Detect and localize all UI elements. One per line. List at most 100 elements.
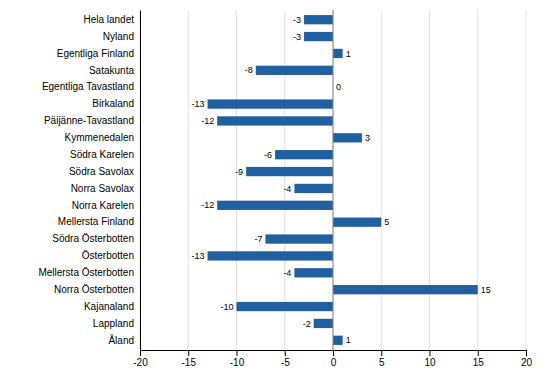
data-label: -2 bbox=[303, 319, 311, 329]
y-tick: Österbotten bbox=[82, 250, 140, 261]
y-tick: Södra Karelen bbox=[70, 149, 140, 160]
x-tick: 10 bbox=[424, 350, 436, 368]
data-label: -7 bbox=[254, 234, 262, 244]
x-tick-label: 20 bbox=[521, 357, 533, 368]
data-label: -13 bbox=[192, 251, 205, 261]
grid-line bbox=[477, 10, 478, 350]
y-tick-label: Nyland bbox=[103, 31, 134, 42]
x-tick-label: 5 bbox=[379, 357, 385, 368]
data-label: -8 bbox=[245, 65, 253, 75]
bar bbox=[304, 32, 333, 41]
x-tick-label: -15 bbox=[182, 357, 197, 368]
y-tick-label: Åland bbox=[108, 333, 134, 345]
y-tick: Egentliga Tavastland bbox=[42, 81, 140, 92]
data-label: -9 bbox=[235, 167, 243, 177]
y-tick: Norra Karelen bbox=[72, 200, 140, 211]
x-tick-label: 15 bbox=[473, 357, 485, 368]
x-tick-mark bbox=[285, 350, 286, 356]
y-tick-label: Hela landet bbox=[83, 14, 134, 25]
bar bbox=[333, 49, 343, 58]
zero-line bbox=[333, 10, 334, 350]
grid-line bbox=[333, 10, 334, 350]
x-tick: 15 bbox=[473, 350, 485, 368]
bar bbox=[333, 285, 478, 294]
data-label: 5 bbox=[384, 217, 389, 227]
y-tick-label: Satakunta bbox=[89, 65, 134, 76]
y-tick-label: Mellersta Finland bbox=[58, 216, 134, 227]
x-tick: 5 bbox=[379, 350, 385, 368]
y-tick-label: Kajanaland bbox=[84, 301, 134, 312]
y-tick-label: Lappland bbox=[93, 318, 134, 329]
y-tick: Nyland bbox=[103, 31, 140, 42]
data-label: -12 bbox=[201, 200, 214, 210]
data-labels: -3-31-80-13-123-6-9-4-125-7-13-415-10-21 bbox=[192, 15, 491, 346]
y-tick: Norra Österbotten bbox=[54, 284, 140, 295]
bar bbox=[237, 302, 334, 311]
x-tick-label: -20 bbox=[133, 357, 148, 368]
grid-line bbox=[429, 10, 430, 350]
x-tick-mark bbox=[381, 350, 382, 356]
y-tick: Mellersta Österbotten bbox=[38, 267, 140, 278]
plot: -20-15-10-505101520Hela landetNylandEgen… bbox=[38, 10, 532, 368]
data-label: 15 bbox=[481, 285, 491, 295]
data-label: -6 bbox=[264, 150, 272, 160]
y-tick: Päijänne-Tavastland bbox=[44, 115, 140, 126]
y-tick-label: Egentliga Finland bbox=[57, 48, 134, 59]
data-label: -3 bbox=[293, 15, 301, 25]
y-axis-line bbox=[140, 11, 141, 351]
y-tick: Mellersta Finland bbox=[58, 216, 140, 227]
y-tick: Norra Savolax bbox=[71, 183, 140, 194]
y-tick: Södra Österbotten bbox=[52, 233, 140, 244]
x-tick-label: 10 bbox=[424, 357, 436, 368]
grid bbox=[140, 10, 526, 350]
y-tick-label: Päijänne-Tavastland bbox=[44, 115, 134, 126]
data-label: -10 bbox=[220, 302, 233, 312]
y-tick: Birkaland bbox=[92, 98, 140, 109]
y-tick-label: Österbotten bbox=[82, 250, 134, 261]
x-axis: -20 -15 -10 -5 0 5 10 15 20 bbox=[133, 350, 532, 368]
x-axis-line bbox=[141, 351, 527, 357]
grid-line bbox=[526, 10, 527, 350]
x-tick-mark bbox=[140, 350, 141, 356]
bar bbox=[294, 184, 333, 193]
bar bbox=[294, 268, 333, 277]
bar bbox=[208, 251, 333, 260]
data-label: 1 bbox=[346, 49, 351, 59]
chart: -20-15-10-505101520Hela landetNylandEgen… bbox=[0, 0, 546, 376]
y-tick-label: Södra Österbotten bbox=[52, 233, 134, 244]
y-tick-label: Södra Savolax bbox=[69, 166, 134, 177]
bar bbox=[333, 336, 343, 345]
grid-line bbox=[381, 10, 382, 350]
y-tick-label: Egentliga Tavastland bbox=[42, 81, 134, 92]
x-tick-mark bbox=[478, 350, 479, 356]
y-tick: Södra Savolax bbox=[69, 166, 140, 177]
data-label: -4 bbox=[283, 184, 291, 194]
bar bbox=[265, 234, 333, 243]
data-label: 1 bbox=[346, 335, 351, 345]
bar bbox=[333, 218, 381, 227]
x-tick: -20 bbox=[133, 350, 148, 368]
y-tick-label: Norra Savolax bbox=[71, 183, 134, 194]
bar bbox=[246, 167, 333, 176]
y-tick: Kymmenedalen bbox=[65, 132, 140, 143]
data-label: -4 bbox=[283, 268, 291, 278]
y-tick: Lappland bbox=[93, 318, 140, 329]
x-tick: 0 bbox=[331, 350, 337, 368]
y-tick-label: Kymmenedalen bbox=[65, 132, 134, 143]
y-tick-label: Mellersta Österbotten bbox=[38, 267, 134, 278]
grid-line bbox=[140, 10, 141, 350]
grid-line bbox=[284, 10, 285, 350]
y-tick: Kajanaland bbox=[84, 301, 140, 312]
x-tick: -15 bbox=[182, 350, 197, 368]
y-tick: Satakunta bbox=[89, 65, 140, 76]
x-tick-mark bbox=[333, 350, 334, 356]
x-tick: 20 bbox=[521, 350, 533, 368]
data-label: -12 bbox=[201, 116, 214, 126]
bar bbox=[314, 319, 333, 328]
y-tick-label: Södra Karelen bbox=[70, 149, 134, 160]
y-tick: Egentliga Finland bbox=[57, 48, 140, 59]
x-tick-label: -5 bbox=[281, 357, 290, 368]
x-tick-mark bbox=[188, 350, 189, 356]
x-tick-label: -10 bbox=[230, 357, 245, 368]
bar bbox=[304, 15, 333, 24]
